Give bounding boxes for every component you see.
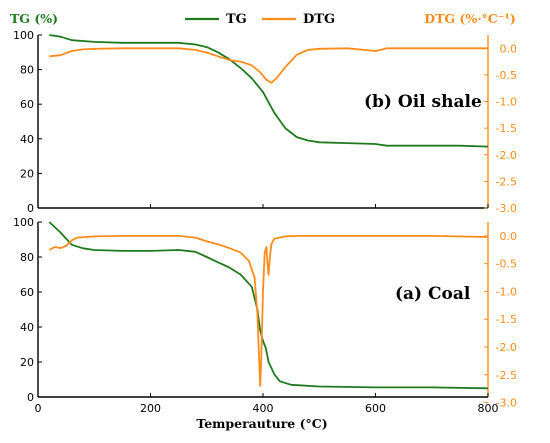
coal-right-tick-label: 0.0 [500, 230, 518, 243]
right-axis-title: DTG (%·°C⁻¹) [424, 11, 516, 26]
coal-right-tick-label: -2.5 [496, 369, 517, 382]
panel-coal: 0 20 40 60 80 100 0.0 -0.5 -1.0 -1.5 -2.0 -2.5 -3.0 0… [13, 216, 517, 415]
coal-right-tick-label: -3.0 [496, 397, 517, 410]
oil-shale-left-tick-label: 80 [20, 64, 34, 77]
left-axis-title: TG (%) [10, 11, 58, 26]
oil-shale-right-tick-label: -2.0 [496, 149, 517, 162]
coal-right-tick-label: -2.0 [496, 341, 517, 354]
oil-shale-tg-line [49, 34, 489, 148]
oil-shale-right-tick-label: 0.0 [500, 42, 518, 55]
oil-shale-left-tick-label: 0 [27, 202, 34, 215]
coal-right-tick-label: -1.5 [496, 313, 517, 326]
panel-oil-shale-label: (b) Oil shale [364, 92, 482, 112]
coal-left-tick-label: 80 [20, 251, 34, 264]
coal-left-tick-label: 60 [20, 286, 34, 299]
coal-x-tick-label: 800 [478, 402, 499, 415]
coal-left-tick-label: 20 [20, 356, 34, 369]
oil-shale-right-tick-label: -2.5 [496, 175, 517, 188]
coal-tg-line [48, 221, 489, 390]
oil-shale-left-tick-label: 60 [20, 98, 34, 111]
coal-right-tick-label: -1.0 [496, 285, 517, 298]
coal-x-tick-label: 0 [35, 402, 42, 415]
oil-shale-left-tick-label: 100 [13, 29, 34, 42]
legend-dtg-label: DTG [303, 12, 335, 27]
oil-shale-left-tick-label: 40 [20, 133, 34, 146]
panel-coal-label: (a) Coal [395, 284, 471, 304]
panel-coal-plot: 0 20 40 60 80 100 0.0 -0.5 -1.0 -1.5 -2.0 -2.5 -3.0 0… [13, 216, 517, 415]
oil-shale-left-tick-label: 20 [20, 167, 34, 180]
coal-left-tick-label: 40 [20, 321, 34, 334]
oil-shale-dtg-line [49, 47, 488, 84]
panel-oil-shale: 0204060801000.0-0.5-1.0-1.5-2.0-2.5-3.0 … [13, 29, 517, 215]
coal-x-tick-label: 600 [365, 402, 386, 415]
coal-right-tick-label: -0.5 [496, 258, 517, 271]
oil-shale-right-tick-label: -1.5 [496, 122, 517, 135]
coal-x-tick-label: 200 [140, 402, 161, 415]
legend-tg-label: TG [226, 12, 247, 27]
legend: TG DTG [185, 12, 335, 27]
x-axis-title: Temperauture (°C) [196, 416, 327, 431]
coal-dtg-line [48, 235, 489, 387]
oil-shale-right-tick-label: -3.0 [496, 202, 517, 215]
panel-oil-shale-plot: 0 20 40 60 80 100 0.0 -0.5 -1.0 -1.5 -2.0 -2.5 -3.0 [13, 29, 517, 215]
coal-x-tick-label: 400 [253, 402, 274, 415]
coal-left-tick-label: 0 [27, 391, 34, 404]
oil-shale-right-tick-label: -0.5 [496, 69, 517, 82]
oil-shale-right-tick-label: -1.0 [496, 96, 517, 109]
coal-left-tick-label: 100 [13, 216, 34, 229]
